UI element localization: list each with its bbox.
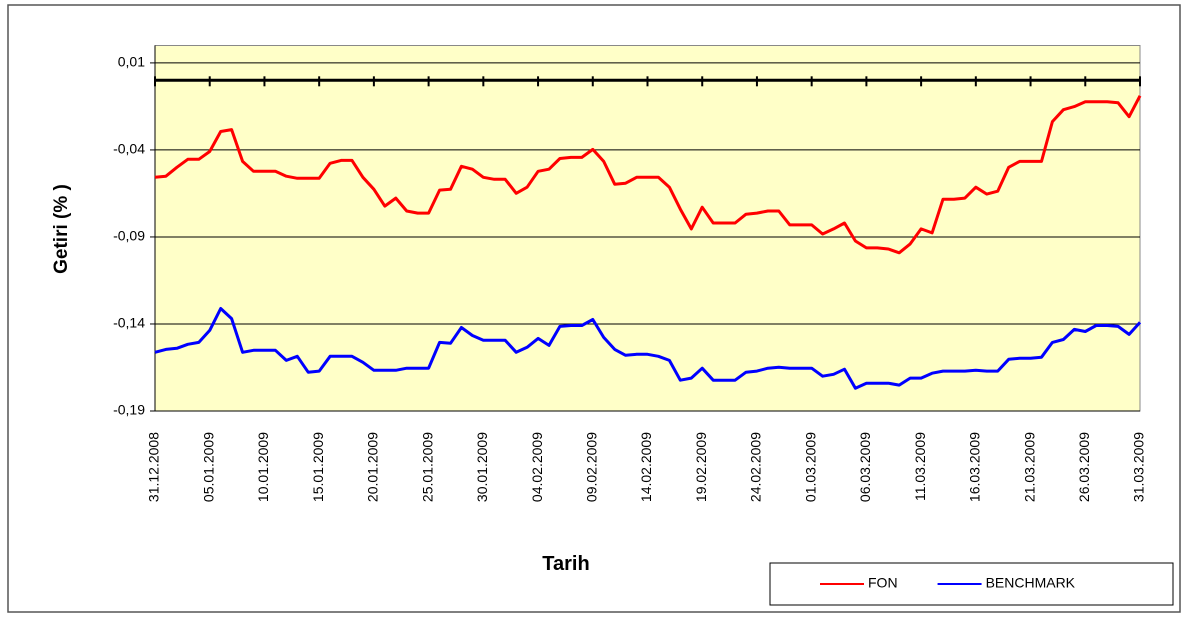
y-tick-label: 0,01 [118,54,145,70]
x-tick-label: 14.02.2009 [638,432,654,502]
x-tick-label: 20.01.2009 [365,432,381,502]
series-line [154,307,1142,390]
y-tick-label: -0,09 [113,228,145,244]
y-tick-label: -0,04 [113,141,145,157]
x-tick-label: 10.01.2009 [255,432,271,502]
legend-label: BENCHMARK [986,575,1076,591]
x-axis-title: Tarih [542,553,589,575]
x-tick-label: 30.01.2009 [474,432,490,502]
x-tick-label: 25.01.2009 [419,432,435,502]
x-tick-label: 31.03.2009 [1131,432,1147,502]
legend-label: FON [868,575,898,591]
x-tick-label: 15.01.2009 [310,432,326,502]
x-tick-label: 26.03.2009 [1076,432,1092,502]
x-tick-label: 16.03.2009 [967,432,983,502]
x-tick-label: 04.02.2009 [529,432,545,502]
series-line [154,95,1142,255]
x-tick-label: 11.03.2009 [912,432,928,501]
y-tick-label: -0,19 [113,402,145,418]
x-tick-label: 01.03.2009 [802,432,818,502]
x-tick-label: 24.02.2009 [748,432,764,502]
x-tick-label: 05.01.2009 [200,432,216,502]
x-tick-label: 09.02.2009 [583,432,599,502]
plot-area [154,45,1141,412]
x-tick-label: 21.03.2009 [1021,432,1037,502]
y-axis-title: Getiri (% ) [51,184,72,274]
y-tick-label: -0,14 [113,315,145,331]
x-tick-label: 06.03.2009 [857,432,873,502]
x-tick-label: 31.12.2008 [146,432,162,502]
x-tick-label: 19.02.2009 [693,432,709,502]
